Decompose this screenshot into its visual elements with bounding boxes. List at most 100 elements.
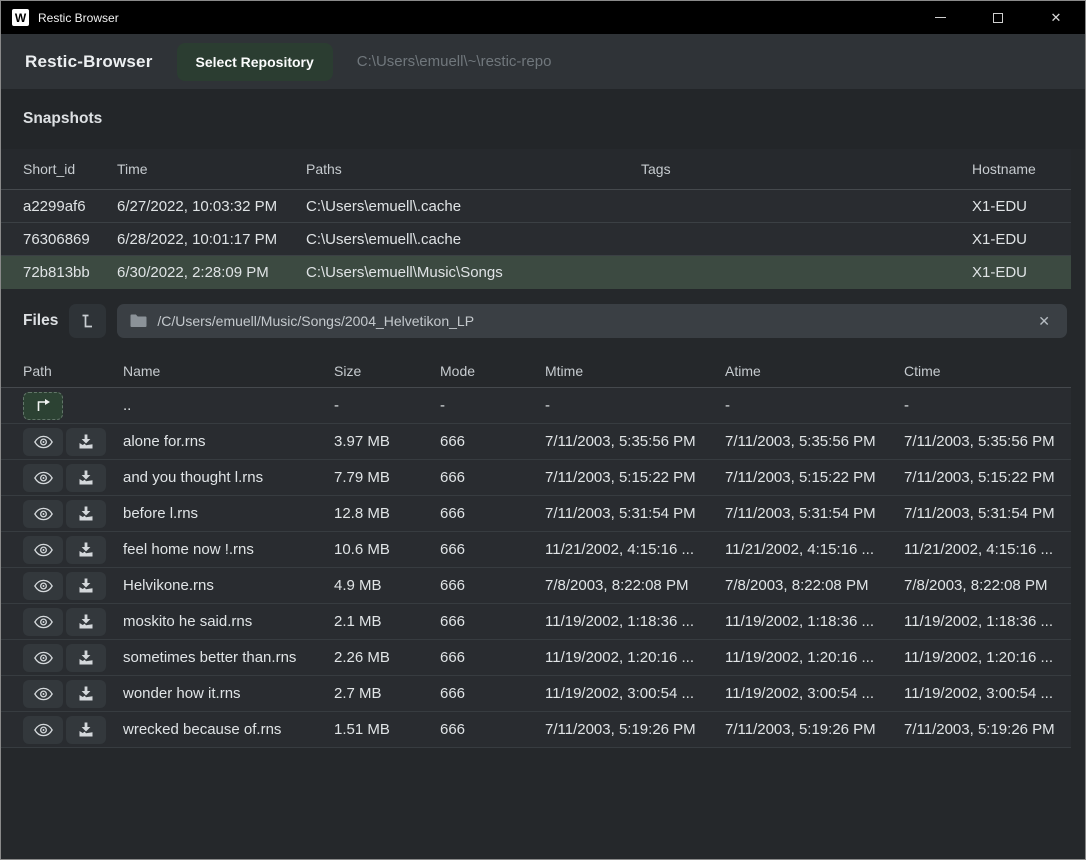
eye-icon (34, 543, 53, 557)
preview-file-button[interactable] (23, 464, 63, 492)
files-column-header-name: Name (123, 363, 334, 379)
file-cell-mode: 666 (440, 469, 545, 486)
eye-icon (34, 723, 53, 737)
download-file-button[interactable] (66, 680, 106, 708)
snapshot-cell-time: 6/27/2022, 10:03:32 PM (117, 198, 306, 215)
file-cell-name: moskito he said.rns (123, 613, 334, 630)
window-controls: ✕ (911, 1, 1085, 34)
file-cell-size: 2.26 MB (334, 649, 440, 666)
file-cell-size: 3.97 MB (334, 433, 440, 450)
repository-path-field[interactable]: C:\Users\emuell\~\restic-repo (357, 53, 552, 70)
preview-file-button[interactable] (23, 428, 63, 456)
preview-file-button[interactable] (23, 536, 63, 564)
file-cell-ctime: - (904, 397, 1071, 414)
file-row[interactable]: moskito he said.rns2.1 MB66611/19/2002, … (1, 604, 1071, 640)
file-cell-size: 12.8 MB (334, 505, 440, 522)
file-cell-atime: - (725, 397, 904, 414)
file-row[interactable]: alone for.rns3.97 MB6667/11/2003, 5:35:5… (1, 424, 1071, 460)
file-cell-mtime: 7/11/2003, 5:31:54 PM (545, 505, 725, 522)
file-cell-atime: 7/11/2003, 5:31:54 PM (725, 505, 904, 522)
download-icon (78, 614, 94, 629)
file-row-actions (23, 536, 123, 564)
download-icon (78, 578, 94, 593)
preview-file-button[interactable] (23, 572, 63, 600)
close-button[interactable]: ✕ (1027, 1, 1085, 34)
file-cell-mode: 666 (440, 685, 545, 702)
file-cell-name: sometimes better than.rns (123, 649, 334, 666)
snapshot-cell-paths: C:\Users\emuell\Music\Songs (306, 264, 641, 281)
preview-file-button[interactable] (23, 716, 63, 744)
file-cell-mode: 666 (440, 541, 545, 558)
preview-file-button[interactable] (23, 500, 63, 528)
files-column-header-size: Size (334, 363, 440, 379)
file-cell-mtime: 11/19/2002, 1:20:16 ... (545, 649, 725, 666)
download-file-button[interactable] (66, 572, 106, 600)
download-icon (78, 506, 94, 521)
download-file-button[interactable] (66, 716, 106, 744)
file-row[interactable]: feel home now !.rns10.6 MB66611/21/2002,… (1, 532, 1071, 568)
download-file-button[interactable] (66, 500, 106, 528)
clear-path-icon[interactable]: ✕ (1034, 311, 1054, 332)
download-file-button[interactable] (66, 644, 106, 672)
snapshot-cell-short_id: a2299af6 (23, 198, 117, 215)
file-cell-mtime: 7/8/2003, 8:22:08 PM (545, 577, 725, 594)
eye-icon (34, 615, 53, 629)
tree-view-toggle-button[interactable] (69, 304, 106, 338)
download-file-button[interactable] (66, 536, 106, 564)
snapshot-cell-short_id: 76306869 (23, 231, 117, 248)
file-row[interactable]: sometimes better than.rns2.26 MB66611/19… (1, 640, 1071, 676)
snapshots-column-header-time: Time (117, 161, 306, 177)
file-row-actions (23, 500, 123, 528)
file-row-actions (23, 716, 123, 744)
file-cell-ctime: 7/11/2003, 5:19:26 PM (904, 721, 1071, 738)
file-row-actions (23, 572, 123, 600)
file-cell-size: 4.9 MB (334, 577, 440, 594)
files-heading: Files (23, 312, 58, 330)
snapshots-heading: Snapshots (23, 110, 102, 128)
snapshots-column-header-short_id: Short_id (23, 161, 117, 177)
maximize-icon (993, 13, 1003, 23)
snapshot-cell-paths: C:\Users\emuell\.cache (306, 198, 641, 215)
file-row[interactable]: and you thought l.rns7.79 MB6667/11/2003… (1, 460, 1071, 496)
file-row[interactable]: wonder how it.rns2.7 MB66611/19/2002, 3:… (1, 676, 1071, 712)
file-cell-mode: 666 (440, 433, 545, 450)
eye-icon (34, 651, 53, 665)
snapshots-column-header-tags: Tags (641, 161, 972, 177)
download-file-button[interactable] (66, 464, 106, 492)
download-file-button[interactable] (66, 608, 106, 636)
snapshot-row[interactable]: a2299af66/27/2022, 10:03:32 PMC:\Users\e… (1, 190, 1071, 223)
file-row[interactable]: Helvikone.rns4.9 MB6667/8/2003, 8:22:08 … (1, 568, 1071, 604)
file-cell-mtime: 7/11/2003, 5:35:56 PM (545, 433, 725, 450)
app-logo-icon: W (12, 9, 29, 26)
parent-directory-row[interactable]: ..----- (1, 388, 1071, 424)
file-cell-name: and you thought l.rns (123, 469, 334, 486)
file-cell-mode: 666 (440, 577, 545, 594)
file-row[interactable]: wrecked because of.rns1.51 MB6667/11/200… (1, 712, 1071, 748)
files-table-header: PathNameSizeModeMtimeAtimeCtime (1, 354, 1071, 388)
snapshot-row[interactable]: 72b813bb6/30/2022, 2:28:09 PMC:\Users\em… (1, 256, 1071, 289)
select-repository-button[interactable]: Select Repository (177, 43, 333, 81)
preview-file-button[interactable] (23, 680, 63, 708)
preview-file-button[interactable] (23, 644, 63, 672)
snapshots-table: Short_idTimePathsTagsHostname a2299af66/… (1, 149, 1071, 289)
snapshot-cell-time: 6/28/2022, 10:01:17 PM (117, 231, 306, 248)
file-cell-ctime: 7/11/2003, 5:35:56 PM (904, 433, 1071, 450)
files-column-header-path: Path (23, 363, 123, 379)
maximize-button[interactable] (969, 1, 1027, 34)
file-cell-mtime: - (545, 397, 725, 414)
snapshot-row[interactable]: 763068696/28/2022, 10:01:17 PMC:\Users\e… (1, 223, 1071, 256)
file-cell-ctime: 11/19/2002, 1:18:36 ... (904, 613, 1071, 630)
eye-icon (34, 435, 53, 449)
go-parent-button[interactable] (23, 392, 63, 420)
file-cell-name: wrecked because of.rns (123, 721, 334, 738)
download-file-button[interactable] (66, 428, 106, 456)
app-title: Restic-Browser (25, 52, 153, 72)
file-row[interactable]: before l.rns12.8 MB6667/11/2003, 5:31:54… (1, 496, 1071, 532)
preview-file-button[interactable] (23, 608, 63, 636)
minimize-button[interactable] (911, 1, 969, 34)
file-cell-name: Helvikone.rns (123, 577, 334, 594)
file-cell-atime: 7/11/2003, 5:35:56 PM (725, 433, 904, 450)
file-path-input[interactable]: /C/Users/emuell/Music/Songs/2004_Helveti… (117, 304, 1067, 338)
file-cell-name: feel home now !.rns (123, 541, 334, 558)
file-cell-mode: - (440, 397, 545, 414)
